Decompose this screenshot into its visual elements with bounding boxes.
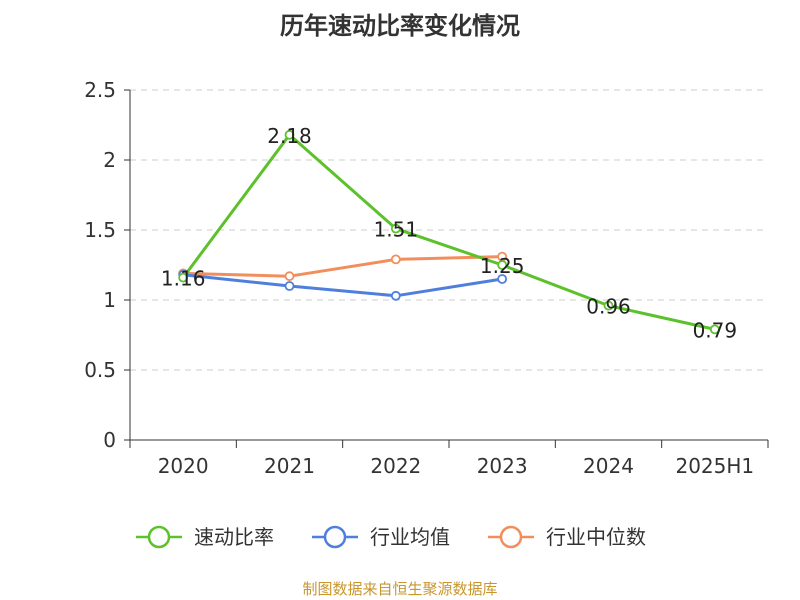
data-label: 1.16 bbox=[161, 267, 206, 291]
data-point[interactable] bbox=[284, 281, 295, 291]
axes: 0 0.5 1 1.5 2 2.5 2020 2021 2022 2023 2024 2025H1 bbox=[84, 78, 769, 478]
legend-label: 速动比率 bbox=[194, 525, 274, 549]
data-point[interactable] bbox=[603, 300, 614, 311]
series-line bbox=[181, 133, 716, 331]
chart-title: 历年速动比率变化情况 bbox=[280, 12, 520, 40]
data-labels: 1.16 2.18 1.51 1.25 0.96 0.79 bbox=[161, 124, 737, 343]
x-tick-label: 2025H1 bbox=[675, 454, 754, 478]
data-label: 1.51 bbox=[374, 218, 419, 242]
legend-marker-icon bbox=[323, 525, 347, 549]
data-point[interactable] bbox=[178, 272, 189, 283]
data-label: 0.79 bbox=[693, 318, 738, 342]
legend-item[interactable]: 速动比率 bbox=[136, 525, 274, 549]
y-tick-label: 0.5 bbox=[84, 358, 116, 382]
x-tick-label: 2022 bbox=[370, 454, 421, 478]
gridlines bbox=[130, 89, 768, 371]
source-note: 制图数据来自恒生聚源数据库 bbox=[302, 580, 498, 598]
y-tick-label: 2 bbox=[103, 148, 116, 172]
y-tick-label: 1.5 bbox=[84, 218, 116, 242]
data-point[interactable] bbox=[390, 223, 401, 234]
data-point[interactable] bbox=[390, 254, 401, 265]
legend-marker-icon bbox=[147, 525, 171, 549]
series-lines bbox=[178, 129, 720, 335]
x-tick-label: 2020 bbox=[158, 454, 209, 478]
legend-item[interactable]: 行业中位数 bbox=[488, 525, 646, 549]
data-label: 0.96 bbox=[586, 295, 631, 319]
y-tick-label: 1 bbox=[103, 288, 116, 312]
x-tick-label: 2023 bbox=[477, 454, 528, 478]
y-tick-label: 2.5 bbox=[84, 78, 116, 102]
legend-item[interactable]: 行业均值 bbox=[312, 525, 450, 549]
legend-label: 行业均值 bbox=[370, 525, 450, 549]
data-label: 1.25 bbox=[480, 254, 525, 278]
y-tick-label: 0 bbox=[103, 428, 116, 452]
legend[interactable]: 速动比率 行业均值 行业中位数 bbox=[136, 525, 646, 549]
legend-marker-icon bbox=[499, 525, 523, 549]
series-line bbox=[183, 273, 503, 298]
data-point[interactable] bbox=[390, 290, 401, 301]
data-point[interactable] bbox=[497, 274, 508, 284]
data-point[interactable] bbox=[284, 129, 295, 140]
legend-label: 行业中位数 bbox=[546, 525, 646, 549]
x-tick-label: 2021 bbox=[264, 454, 315, 478]
data-point[interactable] bbox=[284, 271, 295, 282]
series-line bbox=[183, 255, 503, 278]
data-point[interactable] bbox=[497, 260, 508, 270]
data-point[interactable] bbox=[709, 324, 720, 335]
x-tick-label: 2024 bbox=[583, 454, 634, 478]
data-label: 2.18 bbox=[267, 124, 312, 148]
